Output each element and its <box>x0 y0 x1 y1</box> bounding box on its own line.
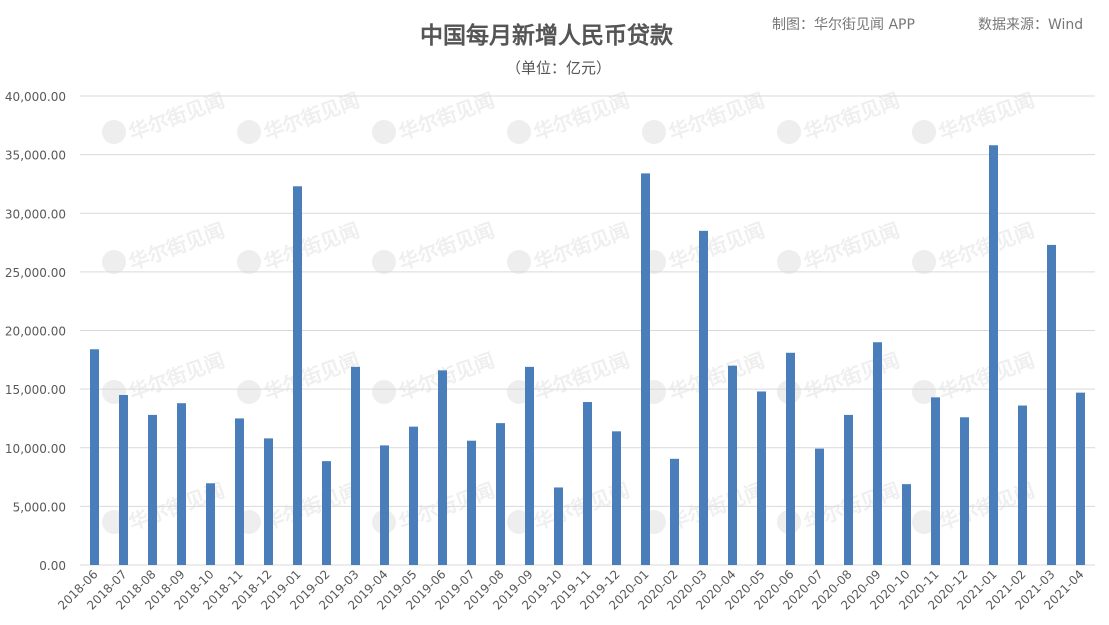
bar <box>496 423 505 565</box>
bar <box>264 438 273 565</box>
bar <box>235 418 244 565</box>
watermark-logo-icon <box>102 120 126 144</box>
watermark-text: 华尔街见闻 <box>531 348 633 405</box>
y-tick-label: 35,000.00 <box>5 149 66 163</box>
bar <box>293 186 302 565</box>
watermark-text: 华尔街见闻 <box>126 218 228 275</box>
bar <box>902 484 911 565</box>
watermark-logo-icon <box>912 380 936 404</box>
chart-subtitle: （单位：亿元） <box>506 59 612 77</box>
bar <box>641 173 650 565</box>
bar <box>1018 405 1027 565</box>
bar <box>438 370 447 565</box>
watermark-text: 华尔街见闻 <box>126 348 228 405</box>
y-tick-label: 0.00 <box>39 559 66 573</box>
watermark-text: 华尔街见闻 <box>801 348 903 405</box>
watermark-logo-icon <box>642 120 666 144</box>
y-tick-label: 40,000.00 <box>5 90 66 104</box>
bar <box>960 417 969 565</box>
watermark-logo-icon <box>372 250 396 274</box>
bar <box>699 230 708 565</box>
watermark-text: 华尔街见闻 <box>396 218 498 275</box>
y-tick-label: 5,000.00 <box>13 500 66 514</box>
y-tick-label: 15,000.00 <box>5 383 66 397</box>
bar <box>670 458 679 565</box>
y-tick-label: 10,000.00 <box>5 442 66 456</box>
bar <box>1076 392 1085 565</box>
watermark-logo-icon <box>777 250 801 274</box>
bar <box>206 483 215 565</box>
watermark-text: 华尔街见闻 <box>531 218 633 275</box>
watermark-text: 华尔街见闻 <box>936 348 1038 405</box>
bar <box>931 397 940 565</box>
bar <box>322 461 331 565</box>
watermark-text: 华尔街见闻 <box>261 348 363 405</box>
watermark-logo-icon <box>237 250 261 274</box>
bar <box>409 426 418 565</box>
bar <box>815 448 824 565</box>
bar <box>554 487 563 565</box>
watermark-text: 华尔街见闻 <box>666 348 768 405</box>
watermark-logo-icon <box>102 250 126 274</box>
watermark-text: 华尔街见闻 <box>801 218 903 275</box>
bar <box>728 365 737 565</box>
watermark-logo-icon <box>912 250 936 274</box>
bar <box>989 145 998 565</box>
bar <box>351 366 360 565</box>
bar <box>467 440 476 565</box>
chart-title: 中国每月新增人民币贷款 <box>420 23 673 49</box>
watermark-logo-icon <box>912 510 936 534</box>
watermark-logo-icon <box>507 120 531 144</box>
bar <box>873 342 882 565</box>
bar <box>844 414 853 565</box>
watermark-logo-icon <box>237 120 261 144</box>
y-tick-label: 30,000.00 <box>5 207 66 221</box>
watermark-text: 华尔街见闻 <box>936 218 1038 275</box>
watermark-text: 华尔街见闻 <box>261 218 363 275</box>
watermark-logo-icon <box>372 380 396 404</box>
bar <box>525 366 534 565</box>
y-tick-label: 25,000.00 <box>5 266 66 280</box>
data-source: 数据来源：Wind <box>978 17 1084 33</box>
bar <box>148 414 157 565</box>
bar <box>90 349 99 565</box>
bar <box>612 431 621 565</box>
bar <box>786 352 795 565</box>
watermark-logo-icon <box>372 120 396 144</box>
watermark-logo-icon <box>237 380 261 404</box>
bar <box>119 394 128 565</box>
bar <box>380 445 389 565</box>
bar <box>757 391 766 565</box>
watermark-logo-icon <box>507 250 531 274</box>
y-tick-label: 20,000.00 <box>5 325 66 339</box>
bar <box>177 403 186 565</box>
watermark-logo-icon <box>912 120 936 144</box>
watermark-text: 华尔街见闻 <box>666 218 768 275</box>
bar <box>583 402 592 565</box>
chart-credit: 制图：华尔街见闻 APP <box>772 17 915 33</box>
watermark-logo-icon <box>777 120 801 144</box>
bar <box>1047 244 1056 565</box>
